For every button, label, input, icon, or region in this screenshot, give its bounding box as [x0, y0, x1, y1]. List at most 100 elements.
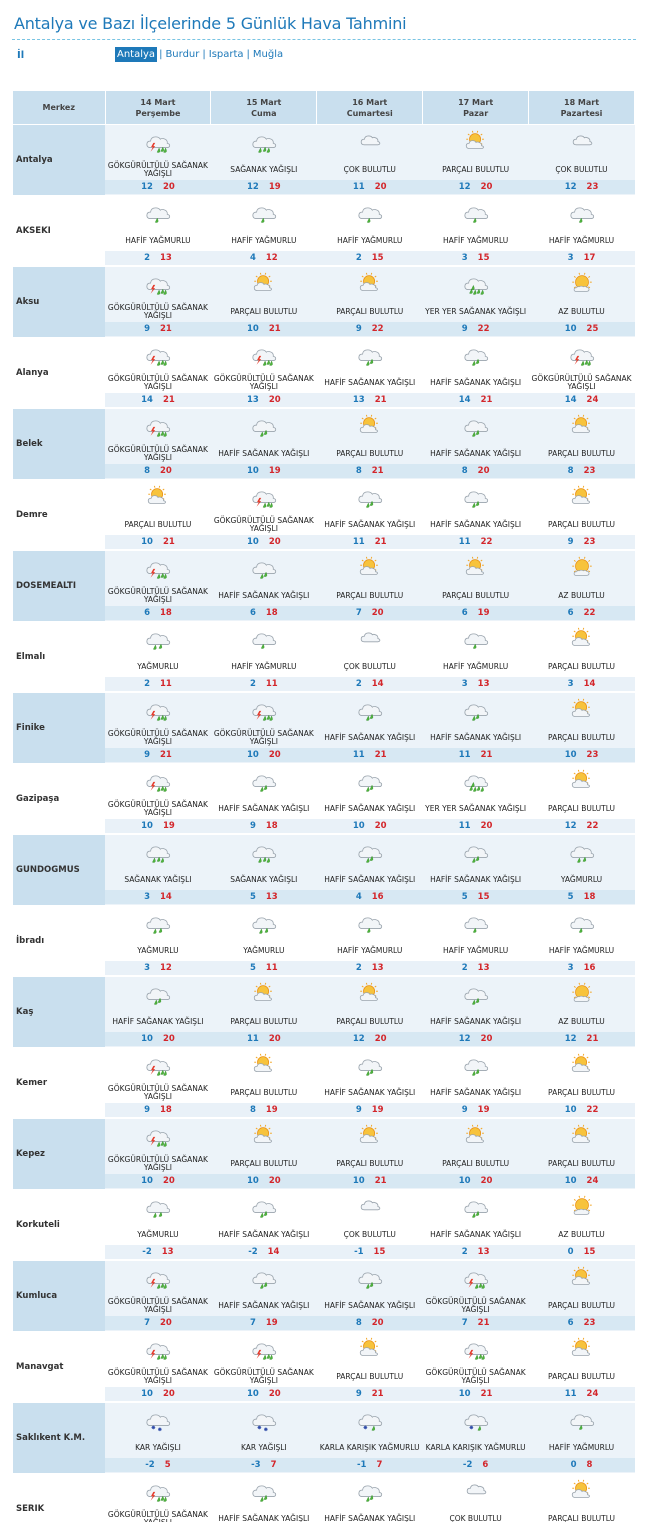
temp-max: 24: [586, 1389, 599, 1399]
nav-separator: |: [202, 49, 206, 60]
temp-min: 3: [144, 963, 150, 973]
temp-min: 2: [355, 679, 362, 689]
province-link-muğla[interactable]: Muğla: [252, 49, 284, 60]
forecast-cell: PARÇALI BULUTLU 8 19: [210, 1048, 317, 1118]
page-title: Antalya ve Bazı İlçelerinde 5 Günlük Hav…: [14, 14, 407, 33]
forecast-cell: KAR YAĞIŞLI -2 5: [105, 1403, 211, 1473]
forecast-cell: HAFİF SAĞANAK YAĞIŞLI 11 21: [422, 693, 529, 763]
temp-max: 20: [159, 1318, 172, 1328]
temperature-range: 14 21: [105, 393, 211, 407]
table-row: Kumluca GÖKGÜRÜLTÜLÜ SAĞANAK YAĞIŞLI 7 20 HA…: [13, 1261, 635, 1331]
temp-min: 9: [144, 324, 150, 334]
partly-cloudy-icon: [105, 484, 211, 511]
shower-icon: [105, 839, 211, 866]
temp-max: 19: [268, 466, 281, 476]
forecast-cell: PARÇALI BULUTLU 9 21: [316, 1332, 423, 1402]
thunder-shower-icon: [423, 1265, 529, 1292]
forecast-cell: GÖKGÜRÜLTÜLÜ SAĞANAK YAĞIŞLI 6 18: [105, 551, 211, 621]
temp-min: 9: [567, 537, 574, 547]
temp-max: 20: [159, 466, 172, 476]
condition-text: GÖKGÜRÜLTÜLÜ SAĞANAK YAĞIŞLI: [107, 729, 208, 746]
city-name: GUNDOGMUS: [13, 835, 105, 905]
temp-min: 2: [144, 253, 150, 263]
temperature-range: -2 13: [105, 1245, 211, 1259]
city-name: Saklıkent K.M.: [13, 1403, 105, 1473]
temp-max: 21: [371, 466, 384, 476]
province-link-burdur[interactable]: Burdur: [165, 49, 200, 60]
forecast-cell: PARÇALI BULUTLU 7 20: [316, 551, 423, 621]
forecast-cell: HAFİF SAĞANAK YAĞIŞLI 5 15: [422, 835, 529, 905]
temp-min: 6: [567, 1318, 574, 1328]
partly-cloudy-icon: [423, 129, 529, 156]
city-name: Gazipaşa: [16, 794, 60, 804]
temp-max: 21: [371, 1389, 384, 1399]
forecast-cell: PARÇALI BULUTLU 8 23: [528, 409, 635, 479]
temperature-range: 14 21: [422, 393, 529, 407]
temp-max: 21: [162, 395, 175, 405]
forecast-cell: PARÇALI BULUTLU 10 22: [528, 1048, 635, 1118]
temperature-range: 9 19: [316, 1103, 423, 1117]
temperature-range: 10 21: [422, 1387, 529, 1401]
temp-min: 6: [461, 608, 468, 618]
thunder-shower-icon: [211, 697, 317, 724]
temperature-range: 10 23: [528, 748, 635, 762]
header-day: 16 Mart Cumartesi: [316, 91, 424, 124]
temp-max: 20: [162, 182, 175, 192]
forecast-cell: HAFİF SAĞANAK YAĞIŞLI 9 19: [422, 1048, 529, 1118]
condition-text: HAFİF YAĞMURLU: [442, 946, 509, 955]
forecast-cell: GÖKGÜRÜLTÜLÜ SAĞANAK YAĞIŞLI 13 20: [210, 338, 317, 408]
temperature-range: 2 13: [316, 961, 423, 975]
condition-text: PARÇALI BULUTLU: [336, 1372, 404, 1381]
light-shower-icon: [317, 342, 423, 369]
province-link-isparta[interactable]: Isparta: [208, 49, 244, 60]
condition-text: PARÇALI BULUTLU: [230, 307, 298, 316]
forecast-cell: AZ BULUTLU 0 15: [528, 1190, 635, 1260]
temp-max: 11: [265, 963, 278, 973]
temp-max: 20: [480, 1034, 493, 1044]
temp-max: 20: [268, 1389, 281, 1399]
condition-text: ÇOK BULUTLU: [343, 662, 396, 671]
temp-min: 11: [352, 182, 365, 192]
rain-icon: [105, 626, 211, 653]
forecast-cell: GÖKGÜRÜLTÜLÜ SAĞANAK YAĞIŞLI 10 20: [210, 1332, 317, 1402]
temp-min: 12: [246, 182, 259, 192]
condition-text: HAFİF SAĞANAK YAĞIŞLI: [324, 378, 416, 387]
forecast-cell: AZ BULUTLU 10 25: [528, 267, 635, 337]
light-shower-icon: [211, 555, 317, 582]
forecast-cell: PARÇALI BULUTLU 12 20: [316, 977, 423, 1047]
province-link-antalya[interactable]: Antalya: [115, 47, 158, 62]
forecast-cell: KAR YAĞIŞLI -3 7: [210, 1403, 317, 1473]
temperature-range: 11 22: [422, 535, 529, 549]
temperature-range: 6 19: [422, 606, 529, 620]
condition-text: GÖKGÜRÜLTÜLÜ SAĞANAK YAĞIŞLI: [107, 161, 208, 178]
condition-text: GÖKGÜRÜLTÜLÜ SAĞANAK YAĞIŞLI: [107, 374, 208, 391]
rain-icon: [529, 839, 635, 866]
condition-text: HAFİF SAĞANAK YAĞIŞLI: [218, 1230, 310, 1239]
day-date: 18 Mart: [564, 97, 600, 107]
condition-text: PARÇALI BULUTLU: [336, 449, 404, 458]
condition-text: HAFİF SAĞANAK YAĞIŞLI: [218, 1514, 310, 1522]
forecast-cell: HAFİF SAĞANAK YAĞIŞLI 9 19: [316, 1048, 423, 1118]
temperature-range: 12 21: [528, 1032, 635, 1046]
condition-text: HAFİF SAĞANAK YAĞIŞLI: [430, 378, 522, 387]
light-shower-icon: [423, 413, 529, 440]
temp-max: 14: [159, 892, 172, 902]
condition-text: HAFİF YAĞMURLU: [231, 662, 297, 671]
partly-cloudy-icon: [317, 413, 423, 440]
temp-min: 11: [458, 537, 471, 547]
day-date: 17 Mart: [458, 97, 494, 107]
table-row: GUNDOGMUS SAĞANAK YAĞIŞLI 3 14 SAĞANAK YAĞIŞ…: [13, 835, 635, 905]
table-row: Gazipaşa GÖKGÜRÜLTÜLÜ SAĞANAK YAĞIŞLI 10 19…: [13, 764, 635, 834]
forecast-cell: HAFİF YAĞMURLU 4 12: [210, 196, 317, 266]
condition-text: HAFİF SAĞANAK YAĞIŞLI: [430, 875, 522, 884]
city-name: Demre: [16, 510, 48, 520]
forecast-cell: YER YER SAĞANAK YAĞIŞLI 11 20: [422, 764, 529, 834]
partly-cloudy-icon: [317, 555, 423, 582]
temp-min: -2: [145, 1460, 155, 1470]
city-name: Finike: [13, 693, 105, 763]
forecast-cell: PARÇALI BULUTLU 10 20: [422, 1119, 529, 1189]
temp-min: -2: [142, 1247, 152, 1257]
condition-text: YAĞMURLU: [560, 875, 603, 884]
forecast-cell: PARÇALI BULUTLU 10 24: [528, 1119, 635, 1189]
